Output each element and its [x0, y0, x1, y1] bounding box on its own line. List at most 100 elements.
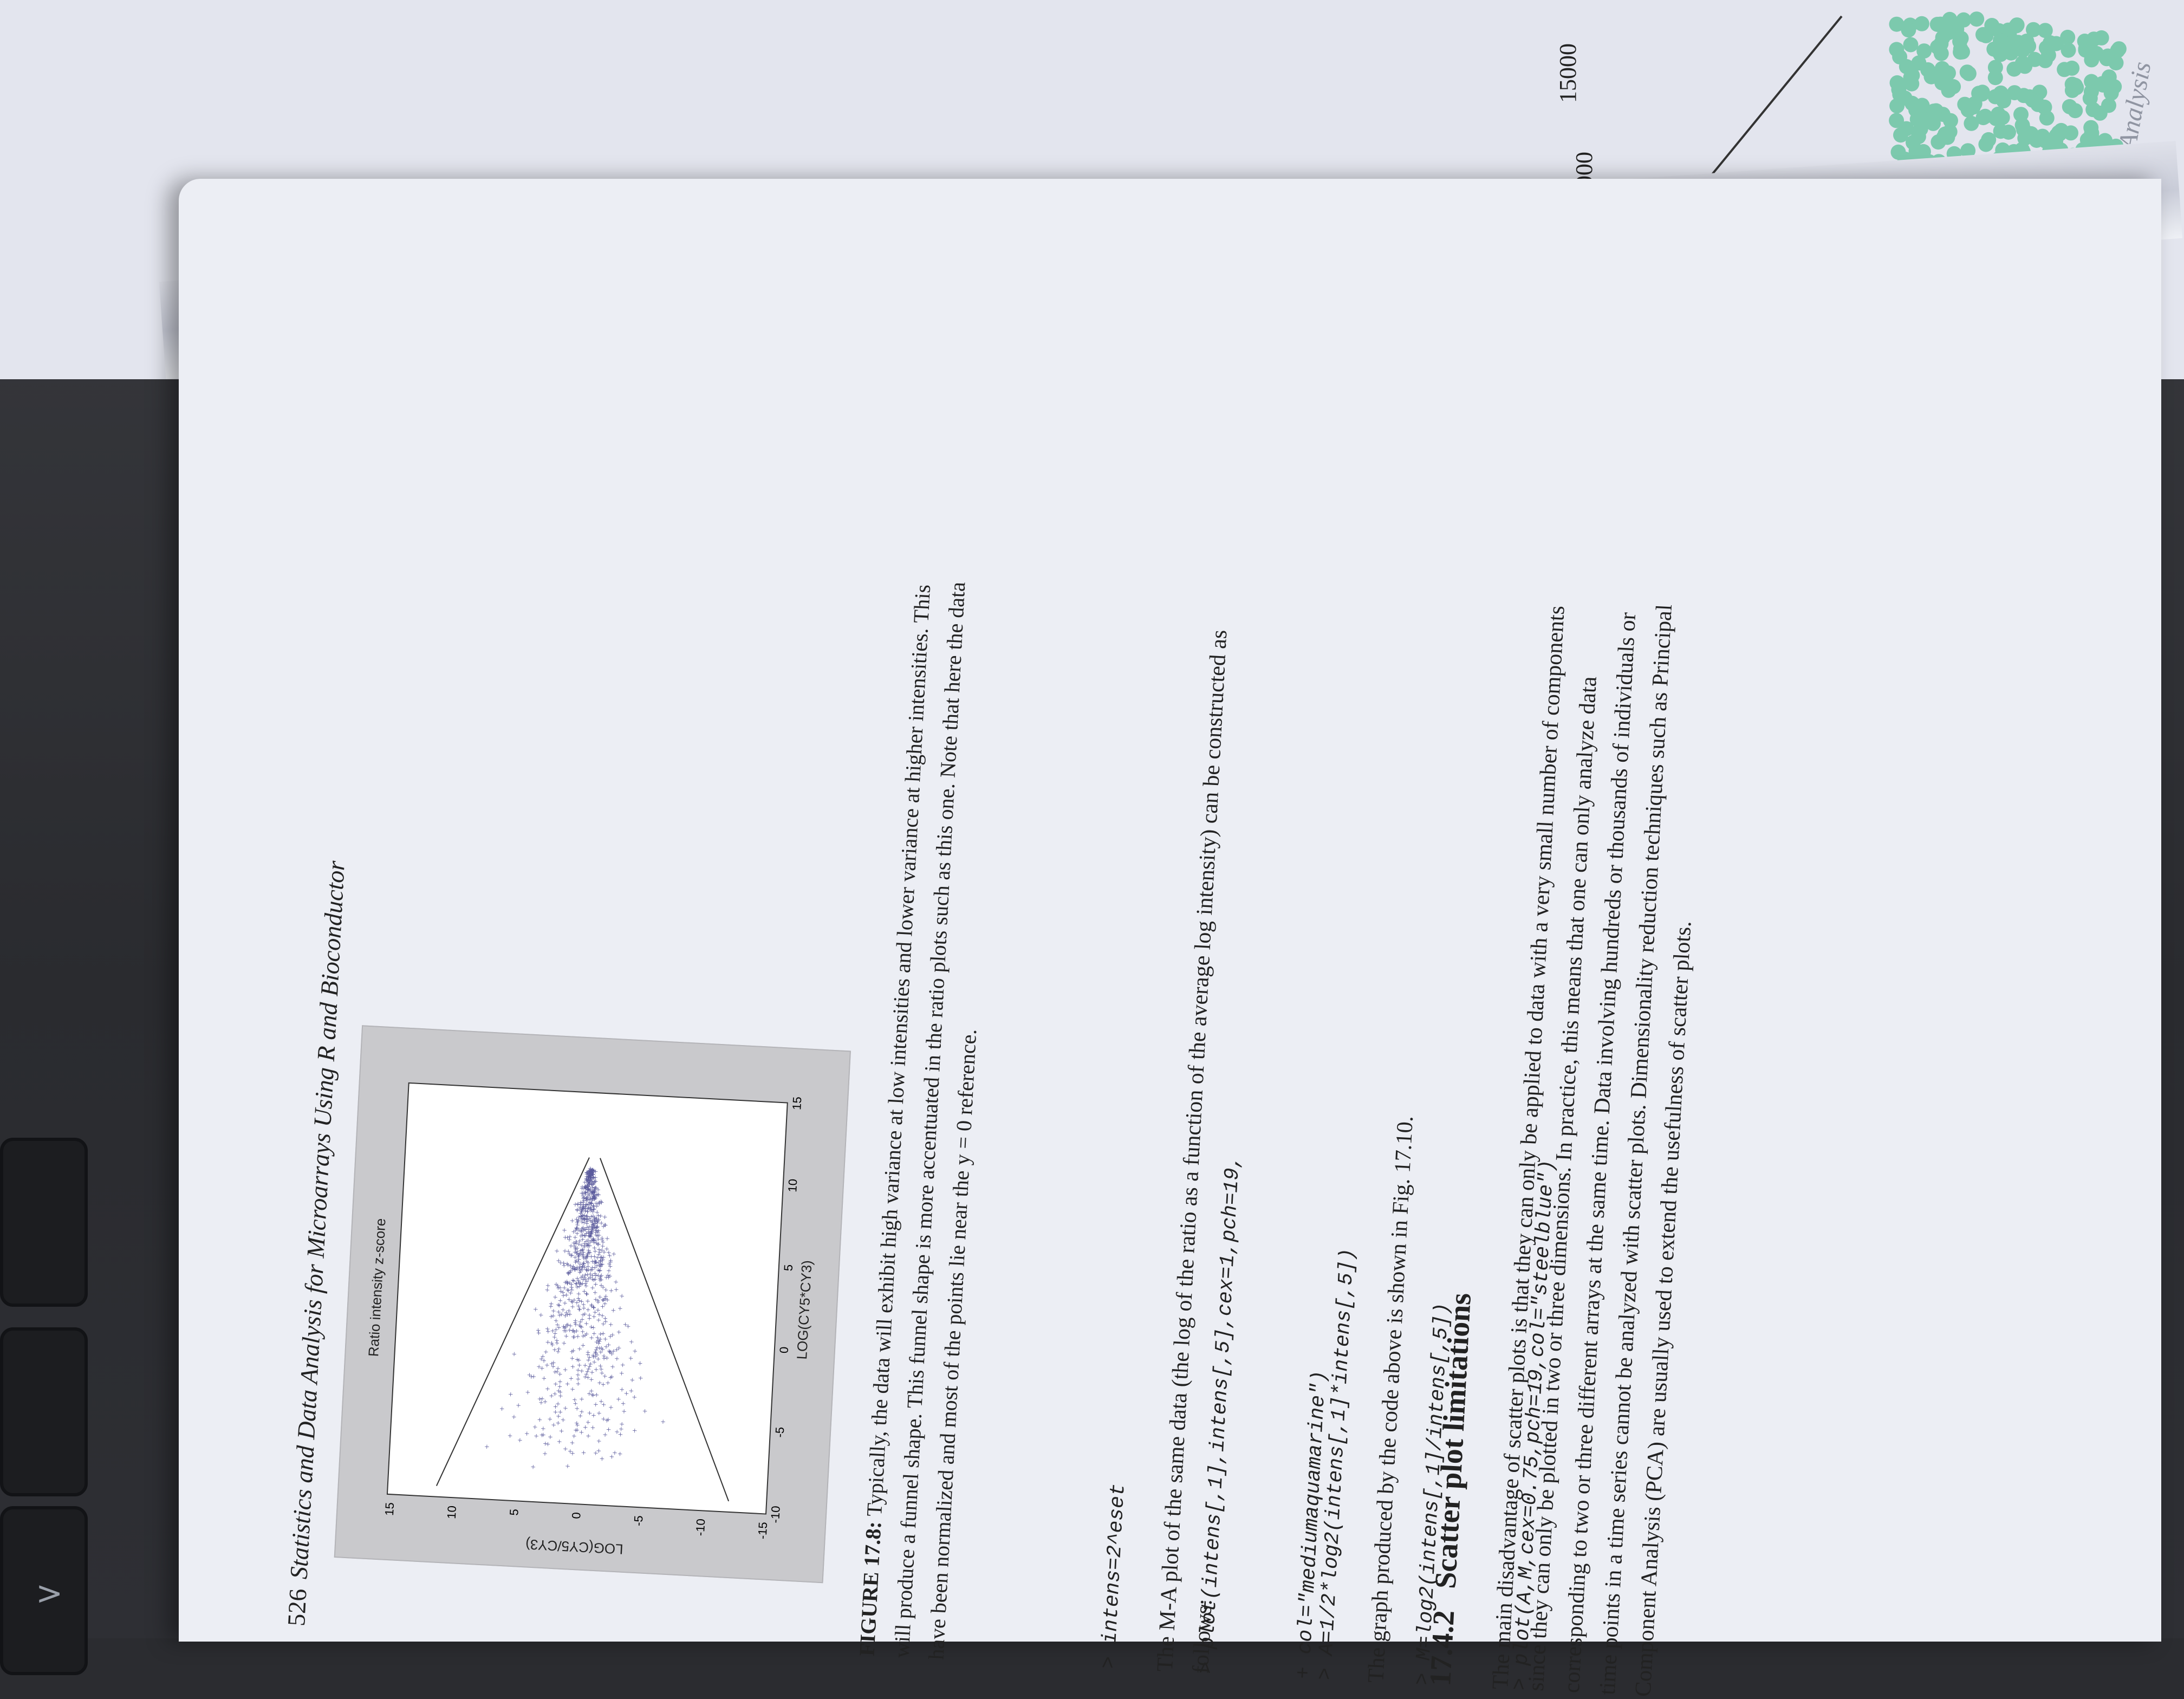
scatter-point: + [594, 1448, 603, 1454]
scatter-point: + [529, 1464, 538, 1470]
scatter-point: + [538, 1396, 547, 1402]
scatter-point: + [582, 1198, 592, 1203]
right-scatter-point [1889, 113, 1904, 128]
scatter-point: + [563, 1235, 573, 1240]
scatter-point: + [538, 1366, 547, 1371]
scatter-point: + [591, 1309, 600, 1315]
scatter-point: + [577, 1190, 587, 1196]
scatter-point: + [571, 1249, 580, 1255]
scatter-point: + [577, 1216, 586, 1222]
scatter-point: + [575, 1238, 584, 1244]
scatter-point: + [598, 1258, 607, 1263]
scatter-point: + [581, 1204, 590, 1209]
scatter-point: + [602, 1287, 611, 1293]
scatter-point: + [589, 1223, 598, 1229]
scatter-point: + [573, 1422, 582, 1428]
scatter-point: + [553, 1322, 562, 1327]
scatter-point: + [584, 1186, 594, 1191]
y-tick-label: -15 [756, 1522, 770, 1540]
scatter-point: + [584, 1175, 593, 1180]
scatter-point: + [552, 1340, 562, 1346]
scatter-point: + [585, 1170, 594, 1176]
scatter-point: + [589, 1182, 598, 1187]
keyboard-key: > [0, 1506, 88, 1675]
scatter-point: + [584, 1243, 594, 1248]
scatter-point: + [580, 1220, 589, 1225]
scatter-point: + [541, 1441, 550, 1447]
right-scatter-point [1971, 86, 1987, 101]
scatter-point: + [593, 1224, 602, 1229]
scatter-point: + [595, 1233, 604, 1238]
scatter-point: + [594, 1213, 603, 1218]
scatter-point: + [602, 1294, 611, 1299]
scatter-point: + [580, 1227, 589, 1232]
right-scatter-point [2095, 76, 2110, 92]
right-scatter-point [1964, 115, 1979, 131]
scatter-point: + [543, 1326, 552, 1332]
scatter-point: + [561, 1405, 570, 1411]
scatter-point: + [604, 1268, 614, 1274]
scatter-point: + [551, 1382, 561, 1387]
scatter-point: + [576, 1206, 585, 1211]
scatter-point: + [569, 1278, 578, 1283]
scatter-point: + [584, 1171, 594, 1176]
scatter-point: + [589, 1169, 598, 1174]
scatter-point: + [584, 1202, 593, 1207]
figure-caption: FIGURE 17.8: Typically, the data will ex… [850, 546, 1012, 1661]
scatter-point: + [558, 1307, 568, 1313]
scatter-point: + [600, 1402, 609, 1408]
scatter-point: + [587, 1302, 596, 1308]
scatter-point: + [569, 1334, 578, 1340]
scatter-point: + [554, 1285, 563, 1291]
scatter-point: + [594, 1236, 603, 1242]
scatter-point: + [523, 1390, 532, 1395]
scatter-point: + [567, 1285, 576, 1290]
scatter-point: + [578, 1184, 587, 1190]
scatter-point: + [579, 1277, 588, 1282]
scatter-point: + [578, 1212, 587, 1218]
scatter-point: + [601, 1301, 610, 1307]
scatter-point: + [537, 1356, 546, 1361]
scatter-point: + [594, 1273, 603, 1278]
scatter-point: + [584, 1179, 593, 1185]
scatter-point: + [582, 1202, 591, 1207]
scatter-point: + [575, 1363, 584, 1368]
scatter-point: + [586, 1172, 595, 1178]
scatter-point: + [581, 1184, 590, 1190]
scatter-point: + [583, 1299, 593, 1304]
scatter-point: + [586, 1169, 595, 1175]
scatter-point: + [584, 1248, 594, 1253]
scatter-point: + [590, 1254, 600, 1259]
scatter-point: + [581, 1272, 590, 1278]
right-scatter-point [1904, 68, 1920, 83]
scatter-point: + [551, 1331, 560, 1336]
scatter-point: + [582, 1255, 591, 1261]
scatter-point: + [577, 1299, 587, 1304]
scatter-point: + [594, 1187, 603, 1192]
scatter-point: + [551, 1409, 560, 1415]
scatter-point: + [590, 1188, 599, 1194]
scatter-point: + [602, 1275, 611, 1280]
scatter-point: + [590, 1197, 600, 1202]
scatter-point: + [590, 1215, 600, 1220]
scatter-point: + [580, 1241, 589, 1246]
scatter-point: + [596, 1214, 606, 1219]
scatter-point: + [532, 1434, 541, 1439]
scatter-point: + [596, 1337, 605, 1342]
scatter-point: + [585, 1355, 594, 1360]
scatter-point: + [604, 1250, 614, 1255]
scatter-point: + [588, 1265, 597, 1270]
scatter-point: + [592, 1297, 601, 1302]
scatter-point: + [563, 1279, 572, 1285]
scatter-point: + [597, 1200, 607, 1205]
scatter-point: + [564, 1308, 574, 1314]
scatter-point: + [591, 1185, 600, 1191]
scatter-point: + [592, 1185, 601, 1190]
scatter-point: + [595, 1438, 604, 1444]
scatter-point: + [567, 1282, 576, 1287]
scatter-point: + [577, 1369, 587, 1374]
scatter-point: + [556, 1390, 565, 1395]
figure-xlabel: LOG(CY5*CY3) [794, 1260, 815, 1360]
scatter-point: + [582, 1170, 592, 1175]
scatter-point: + [561, 1325, 570, 1330]
